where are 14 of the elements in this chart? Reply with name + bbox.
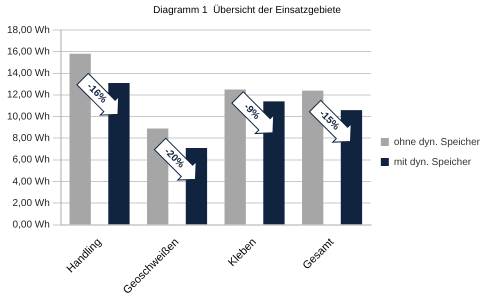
y-tick-label: 2,00 Wh <box>12 198 50 209</box>
legend-label: mit dyn. Speicher <box>394 156 472 168</box>
annotation: -9% <box>241 102 262 122</box>
y-tick-label: 14,00 Wh <box>6 68 50 80</box>
y-tick-label: 0,00 Wh <box>12 220 50 231</box>
legend-label: ohne dyn. Speicher <box>394 136 481 148</box>
y-tick-label: 18,00 Wh <box>6 24 50 36</box>
y-tick-label: 4,00 Wh <box>12 176 50 188</box>
y-tick-label: 6,00 Wh <box>12 154 50 166</box>
y-tick-label: 8,00 Wh <box>12 132 50 144</box>
y-tick-label: 12,00 Wh <box>6 90 50 101</box>
y-tick-label: 10,00 Wh <box>6 111 50 122</box>
y-tick-label: 16,00 Wh <box>6 46 50 58</box>
chart-title: Diagramm 1 Übersicht der Einsatzgebiete <box>153 4 342 16</box>
